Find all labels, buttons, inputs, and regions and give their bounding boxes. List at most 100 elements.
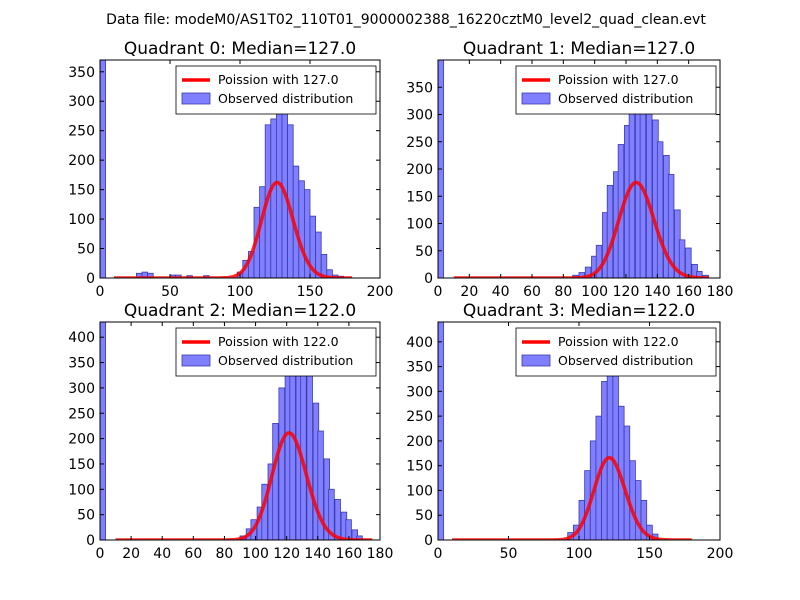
y-tick-label: 150 xyxy=(68,457,95,473)
histogram-bar xyxy=(356,535,363,540)
histogram-bar xyxy=(328,488,335,540)
legend-label: Observed distribution xyxy=(218,91,353,106)
x-tick-label: 80 xyxy=(216,546,234,562)
histogram-bar xyxy=(606,184,614,278)
x-tick-label: 100 xyxy=(581,284,608,300)
legend-label: Observed distribution xyxy=(558,353,693,368)
legend-label: Poission with 127.0 xyxy=(558,72,679,87)
histogram-bar xyxy=(635,480,642,540)
x-tick-label: 180 xyxy=(367,546,394,562)
histogram-bar xyxy=(317,430,324,540)
y-tick-label: 300 xyxy=(68,94,95,110)
legend-label: Poission with 122.0 xyxy=(218,334,339,349)
histogram-bar xyxy=(438,322,445,540)
histogram-bar xyxy=(584,266,592,278)
x-tick-label: 0 xyxy=(434,284,443,300)
histogram-bar xyxy=(306,367,313,540)
x-tick-label: 40 xyxy=(492,284,510,300)
y-tick-label: 250 xyxy=(406,135,433,151)
histogram-bar xyxy=(612,351,619,540)
y-tick-label: 350 xyxy=(406,360,433,376)
x-tick-label: 140 xyxy=(644,284,671,300)
histogram-bar xyxy=(656,141,664,278)
histogram-bar xyxy=(678,239,686,278)
histogram-bar xyxy=(629,460,636,540)
poisson-curve xyxy=(115,431,373,540)
x-tick-label: 180 xyxy=(707,284,734,300)
legend-box xyxy=(515,65,717,115)
y-tick-label: 200 xyxy=(68,153,95,169)
subplot-1: Quadrant 1: Median=127.00 20 40 60 80 100 120 1… xyxy=(406,39,733,300)
legend-box xyxy=(515,327,717,377)
histogram-bar xyxy=(100,322,106,540)
legend: Poission with 127.0 Observed distribution xyxy=(175,65,377,115)
subplots: Quadrant 0: Median=127.00 50 100 150 2000501… xyxy=(68,39,733,562)
x-tick-label: 50 xyxy=(500,546,518,562)
x-tick-label: 160 xyxy=(336,546,363,562)
histogram-bar xyxy=(667,174,675,278)
y-tick-label: 0 xyxy=(86,271,95,287)
axes-frame xyxy=(99,321,381,541)
y-tick-label: 250 xyxy=(68,124,95,140)
y-tick-label: 250 xyxy=(406,409,433,425)
x-tick-label: 50 xyxy=(161,284,179,300)
histogram-bar xyxy=(278,387,285,540)
x-tick-label: 100 xyxy=(242,546,269,562)
poisson-curve xyxy=(451,455,693,540)
subplot-0: Quadrant 0: Median=127.0 0 50 100 150 200 0 50 1… xyxy=(68,39,393,300)
x-tick-label: 0 xyxy=(96,284,105,300)
subplot-3: Quadrant 3: Median=122.0 0 50 100 150 200 0 50 1… xyxy=(406,301,733,562)
x-tick-label: 200 xyxy=(367,284,394,300)
histogram-bar xyxy=(300,352,307,540)
y-tick-label: 100 xyxy=(68,482,95,498)
subplot-title: Quadrant 3: Median=122.0 xyxy=(463,301,695,321)
y-tick-label: 100 xyxy=(406,217,433,233)
legend-box xyxy=(175,65,377,115)
x-tick-label: 20 xyxy=(122,546,140,562)
subplot-title: Quadrant 0: Median=127.0 xyxy=(124,39,356,59)
y-tick-label: 100 xyxy=(68,212,95,228)
y-tick-label: 400 xyxy=(68,330,95,346)
y-tick-label: 200 xyxy=(406,434,433,450)
x-tick-label: 140 xyxy=(304,546,331,562)
x-tick-label: 60 xyxy=(523,284,541,300)
histogram-bar xyxy=(100,60,106,278)
histogram-bar xyxy=(298,180,305,278)
subplot-title: Quadrant 2: Median=122.0 xyxy=(124,301,356,321)
poisson-curve xyxy=(113,180,353,278)
histogram-bar xyxy=(685,247,692,278)
x-tick-label: 120 xyxy=(273,546,300,562)
histogram-bar xyxy=(640,499,648,540)
legend-label: Observed distribution xyxy=(218,353,353,368)
subplot-2: Quadrant 2: Median=122.00 20 40 60 80 100 120 1… xyxy=(68,301,393,562)
legend: Poission with 127.0 Observed distribution xyxy=(515,65,717,115)
histogram-bar xyxy=(606,366,614,540)
y-tick-label: 50 xyxy=(77,242,95,258)
y-tick-label: 150 xyxy=(406,459,433,475)
histogram-bar xyxy=(595,244,603,278)
x-tick-label: 60 xyxy=(184,546,202,562)
histogram-bar xyxy=(270,118,277,278)
legend-bar-swatch xyxy=(521,92,551,105)
histogram-bar xyxy=(623,425,631,540)
y-tick-label: 350 xyxy=(406,80,433,96)
legend: Poission with 122.0 Observed distribution xyxy=(175,327,377,377)
legend-label: Poission with 122.0 xyxy=(558,334,679,349)
legend-label: Observed distribution xyxy=(558,91,693,106)
subplot-title: Quadrant 1: Median=127.0 xyxy=(463,39,695,59)
y-tick-label: 50 xyxy=(415,508,433,524)
y-tick-label: 250 xyxy=(68,406,95,422)
y-tick-label: 50 xyxy=(415,244,433,260)
y-tick-label: 200 xyxy=(406,162,433,178)
x-tick-label: 160 xyxy=(675,284,702,300)
figure-title: Data file: modeM0/AS1T02_110T01_90000023… xyxy=(106,12,706,28)
legend: Poission with 122.0 Observed distribution xyxy=(515,327,717,377)
x-tick-label: 100 xyxy=(227,284,254,300)
x-tick-label: 0 xyxy=(96,546,105,562)
y-tick-label: 0 xyxy=(424,533,433,549)
legend-box xyxy=(175,327,377,377)
y-tick-label: 0 xyxy=(424,271,433,287)
histogram-bar xyxy=(259,186,266,278)
legend-bar-swatch xyxy=(521,354,551,367)
y-tick-label: 0 xyxy=(86,533,95,549)
